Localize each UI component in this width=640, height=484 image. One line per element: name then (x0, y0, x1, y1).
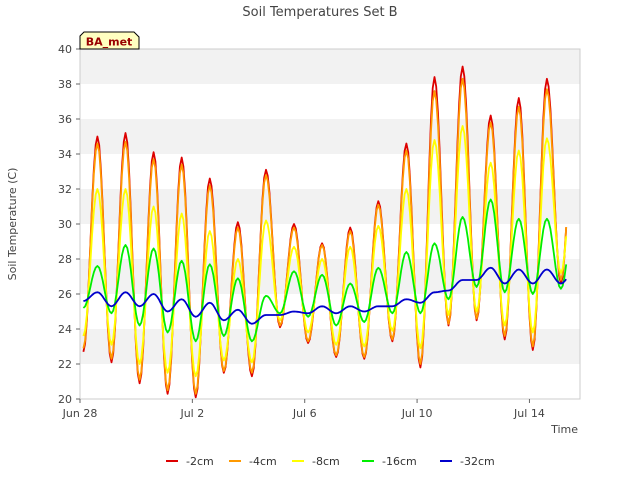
site-badge-label: BA_met (86, 36, 133, 49)
grid-band (80, 49, 580, 84)
x-tick-label: Jul 6 (292, 407, 317, 420)
y-tick-label: 38 (58, 78, 72, 91)
plot-bands (80, 49, 580, 399)
legend-label: -32cm (460, 455, 495, 468)
grid-band (80, 259, 580, 294)
legend: -2cm -4cm -8cm -16cm -32cm (166, 455, 495, 468)
y-tick-label: 24 (58, 323, 72, 336)
legend-item: -32cm (440, 455, 495, 468)
legend-label: -16cm (382, 455, 417, 468)
legend-item: -4cm (229, 455, 277, 468)
y-tick-label: 28 (58, 253, 72, 266)
series-layer (82, 65, 568, 399)
y-tick-label: 32 (58, 183, 72, 196)
legend-item: -8cm (292, 455, 340, 468)
y-axis-ticks: 20 22 24 26 28 30 32 34 36 38 40 (58, 43, 80, 406)
grid-band (80, 364, 580, 399)
grid-band (80, 189, 580, 224)
legend-label: -4cm (249, 455, 277, 468)
x-tick-label: Jul 2 (179, 407, 204, 420)
legend-item: -16cm (362, 455, 417, 468)
y-tick-label: 30 (58, 218, 72, 231)
series-line-minus-16cm (82, 198, 568, 343)
y-tick-label: 36 (58, 113, 72, 126)
x-axis-label: Time (550, 423, 578, 436)
legend-item: -2cm (166, 455, 214, 468)
series-line-minus-32cm (83, 266, 567, 325)
y-tick-label: 34 (58, 148, 72, 161)
y-tick-label: 22 (58, 358, 72, 371)
grid-band (80, 84, 580, 119)
x-tick-label: Jul 14 (513, 407, 545, 420)
grid-band (80, 119, 580, 154)
chart-title: Soil Temperatures Set B (242, 5, 397, 20)
legend-label: -8cm (312, 455, 340, 468)
site-badge: BA_met (79, 31, 140, 50)
y-tick-label: 40 (58, 43, 72, 56)
site-badge-box (79, 31, 140, 50)
x-axis-ticks: Jun 28 Jul 2 Jul 6 Jul 10 Jul 14 (62, 399, 545, 420)
y-tick-label: 26 (58, 288, 72, 301)
x-tick-label: Jul 10 (401, 407, 433, 420)
y-tick-label: 20 (58, 393, 72, 406)
y-axis-label: Soil Temperature (C) (6, 168, 19, 281)
series-line-minus-8cm (82, 125, 568, 378)
x-tick-label: Jun 28 (62, 407, 98, 420)
legend-label: -2cm (186, 455, 214, 468)
